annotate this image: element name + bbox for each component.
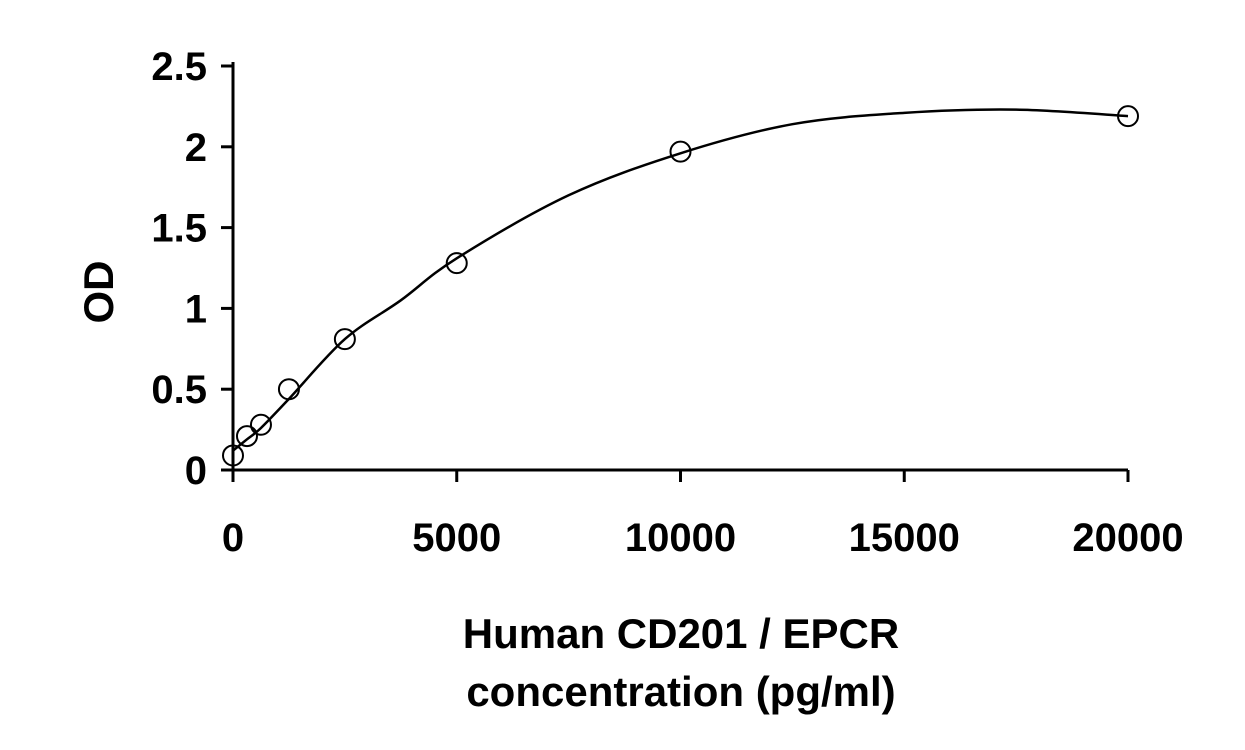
y-axis-ticks: 0 0.5 1 1.5 2 2.5 (151, 45, 233, 493)
y-tick-label: 1 (185, 287, 207, 331)
x-axis-title-line-1: Human CD201 / EPCR (463, 610, 899, 657)
y-tick-label: 0 (185, 449, 207, 493)
data-point-marker (277, 378, 300, 401)
data-point-marker (235, 425, 258, 448)
x-axis-ticks: 0 5000 10000 15000 20000 (222, 470, 1184, 560)
data-point-marker (445, 252, 468, 275)
data-point-marker (222, 444, 244, 467)
x-tick-label: 0 (222, 516, 244, 560)
y-tick-label: 1.5 (151, 207, 207, 251)
x-tick-label: 5000 (412, 516, 501, 560)
data-point-marker (669, 140, 692, 163)
data-point-marker (333, 328, 356, 351)
x-tick-label: 10000 (625, 516, 736, 560)
y-tick-label: 0.5 (151, 368, 207, 412)
data-points (222, 105, 1139, 467)
y-axis-title: OD (75, 261, 122, 324)
x-axis-title-line-2: concentration (pg/ml) (466, 668, 895, 715)
fit-curve-line (232, 108, 1129, 452)
y-tick-label: 2 (185, 126, 207, 170)
data-point-marker (249, 413, 272, 436)
plot-area: 0 0.5 1 1.5 2 2.5 0 5000 10000 15000 20000 (151, 45, 1183, 560)
data-point-marker (1117, 105, 1139, 128)
y-tick-label: 2.5 (151, 45, 207, 89)
x-tick-label: 20000 (1072, 516, 1183, 560)
x-tick-label: 15000 (849, 516, 960, 560)
